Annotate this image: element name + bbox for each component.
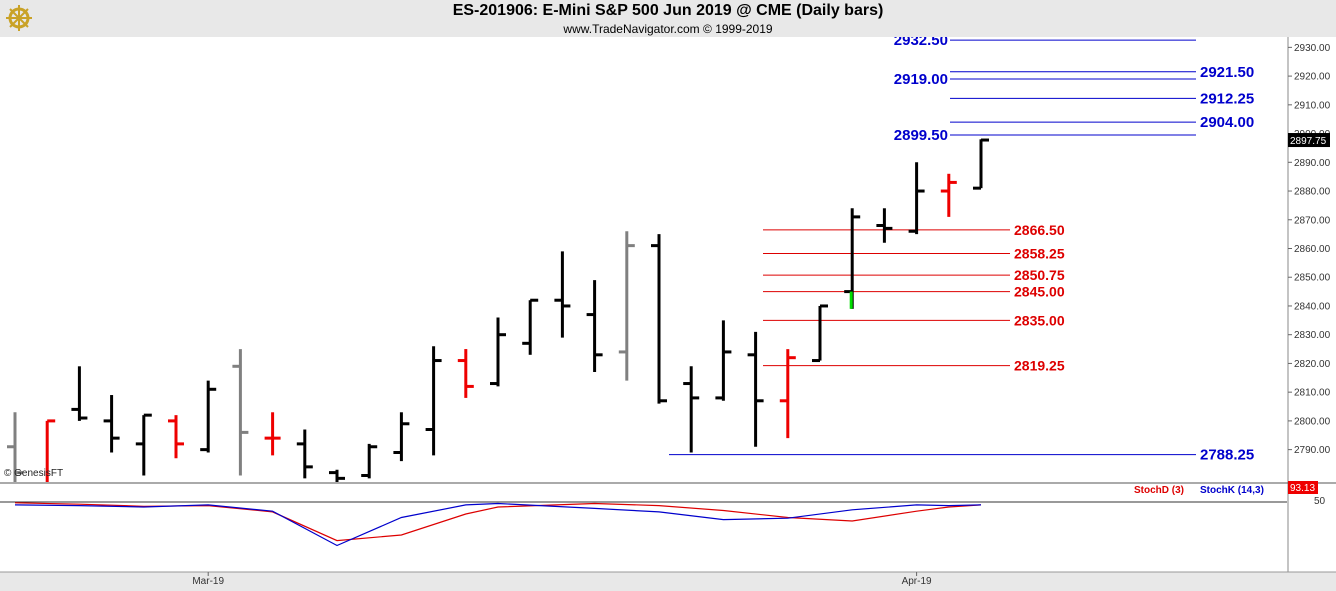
price-tick-label: 2800.00 (1294, 416, 1331, 427)
ohlc-bar (683, 366, 700, 453)
ohlc-bar (554, 251, 571, 338)
red-level-label: 2858.25 (1014, 246, 1065, 262)
ohlc-bar (103, 395, 120, 453)
price-tick-label: 2850.00 (1294, 273, 1331, 284)
ohlc-bar (135, 413, 152, 476)
blue-level-label: 2932.50 (894, 32, 948, 49)
ohlc-bar (7, 412, 23, 482)
ohlc-bar (940, 173, 957, 217)
stoch-d-legend: StochD (3) (1134, 485, 1184, 496)
ohlc-bar (651, 234, 667, 404)
price-tick-label: 2890.00 (1294, 158, 1331, 169)
red-level-label: 2866.50 (1014, 222, 1065, 238)
ohlc-bar (973, 138, 989, 190)
ohlc-bar (876, 208, 893, 243)
ohlc-bar (747, 331, 764, 447)
red-level-label: 2835.00 (1014, 312, 1065, 328)
price-tick-label: 2790.00 (1294, 445, 1331, 456)
blue-level-label: 2904.00 (1200, 114, 1254, 131)
stoch-series-line (14, 502, 982, 542)
time-axis-band (0, 572, 1336, 591)
ohlc-bar (361, 443, 378, 479)
chart-subtitle: www.TradeNavigator.com © 1999-2019 (563, 22, 773, 36)
red-level-label: 2819.25 (1014, 358, 1065, 374)
blue-level-label: 2912.25 (1200, 90, 1254, 107)
ohlc-bar (812, 304, 828, 363)
ohlc-bar (490, 317, 506, 387)
ohlc-bar (715, 320, 732, 401)
ohlc-bar (522, 298, 539, 355)
time-tick-label: Mar-19 (192, 576, 224, 587)
ohlc-bar (908, 162, 925, 235)
ohlc-bar (618, 231, 635, 381)
blue-level-label: 2899.50 (894, 127, 948, 144)
last-price-label: 2897.75 (1290, 136, 1327, 147)
ohlc-bar (200, 380, 217, 453)
red-level-label: 2850.75 (1014, 267, 1065, 283)
last-price-tag (1288, 133, 1330, 148)
ohlc-bar (586, 280, 603, 373)
price-tick-label: 2920.00 (1294, 72, 1331, 83)
price-tick-label: 2830.00 (1294, 330, 1331, 341)
ohlc-bar (45, 419, 56, 482)
stoch-last-tag (1288, 481, 1318, 494)
ohlc-bar (779, 349, 796, 439)
ohlc-bar (71, 366, 88, 421)
chart-header (0, 0, 1336, 37)
ohlc-bar (264, 412, 281, 456)
stoch-series-line (14, 502, 982, 547)
stoch-k-legend: StochK (14,3) (1200, 485, 1264, 496)
stoch-tick-label: 50 (1314, 496, 1326, 507)
price-tick-label: 2880.00 (1294, 187, 1331, 198)
price-tick-label: 2930.00 (1294, 43, 1331, 54)
blue-level-label: 2788.25 (1200, 447, 1254, 464)
ohlc-bar (393, 412, 410, 462)
price-tick-label: 2840.00 (1294, 301, 1331, 312)
price-tick-label: 2910.00 (1294, 100, 1331, 111)
price-tick-label: 2820.00 (1294, 359, 1331, 370)
ohlc-bar (457, 349, 474, 398)
blue-level-label: 2921.50 (1200, 64, 1254, 81)
price-tick-label: 2810.00 (1294, 388, 1331, 399)
stoch-last-label: 93.13 (1290, 483, 1315, 494)
ship-wheel-logo-icon (6, 5, 32, 31)
ohlc-bar (329, 469, 345, 482)
price-tick-label: 2870.00 (1294, 215, 1331, 226)
stoch-plot-group (14, 502, 982, 547)
ohlc-bar (425, 346, 442, 456)
price-panel (0, 37, 1287, 482)
price-tick-label: 2860.00 (1294, 244, 1331, 255)
ohlc-bar (168, 415, 184, 459)
blue-level-label: 2919.00 (894, 71, 948, 88)
ohlc-bar (232, 349, 249, 476)
time-tick-label: Apr-19 (902, 576, 932, 587)
ohlc-bar (296, 429, 313, 479)
chart-title: ES-201906: E-Mini S&P 500 Jun 2019 @ CME… (452, 2, 884, 19)
red-level-label: 2845.00 (1014, 284, 1065, 300)
copyright-text: © GenesisFT (4, 468, 64, 479)
